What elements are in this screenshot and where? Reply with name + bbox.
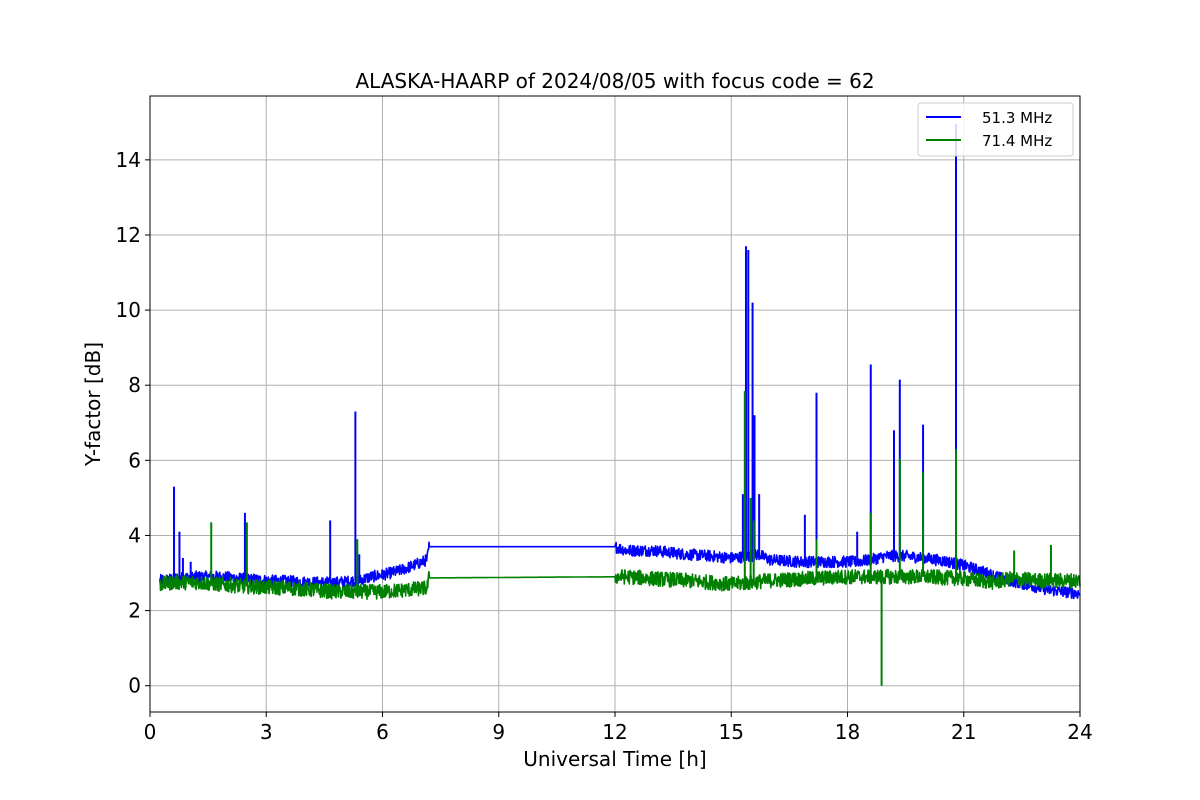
legend: 51.3 MHz 71.4 MHz (917, 102, 1074, 157)
y-tick-label: 6 (128, 448, 141, 472)
y-tick-label: 14 (116, 148, 141, 172)
y-tick-label: 10 (116, 298, 141, 322)
series-layer (158, 124, 1081, 686)
y-tick-label: 4 (128, 523, 141, 547)
series-51-3-mhz (158, 124, 1081, 600)
series-line (158, 541, 1081, 600)
x-tick-label: 6 (376, 720, 389, 744)
y-axis-label: Y-factor [dB] (81, 342, 105, 467)
x-tick-label: 12 (602, 720, 627, 744)
x-axis-label: Universal Time [h] (523, 747, 706, 771)
series-line (158, 568, 1081, 600)
y-tick-label: 12 (116, 223, 141, 247)
x-tick-label: 3 (260, 720, 273, 744)
legend-label-51-3-mhz: 51.3 MHz (982, 109, 1052, 127)
x-tick-label: 24 (1067, 720, 1092, 744)
series-71-4-mhz (158, 390, 1081, 686)
y-tick-label: 2 (128, 599, 141, 623)
x-tick-label: 18 (835, 720, 860, 744)
x-tick-label: 0 (144, 720, 157, 744)
y-tick-label: 0 (128, 674, 141, 698)
x-tick-label: 15 (719, 720, 744, 744)
legend-label-71-4-mhz: 71.4 MHz (982, 132, 1052, 150)
x-tick-label: 21 (951, 720, 976, 744)
x-tick-label: 9 (492, 720, 505, 744)
y-tick-label: 8 (128, 373, 141, 397)
chart-title: ALASKA-HAARP of 2024/08/05 with focus co… (355, 69, 874, 93)
